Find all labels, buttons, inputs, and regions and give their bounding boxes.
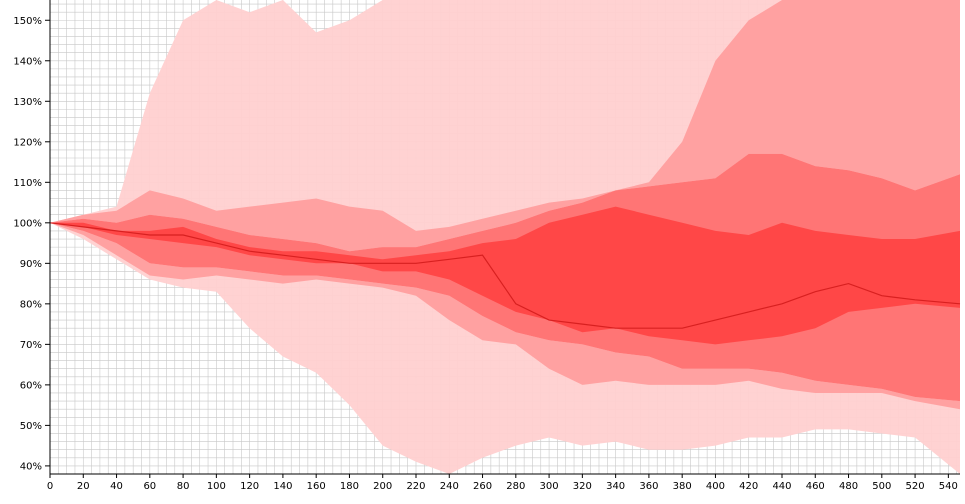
- y-tick-label: 80%: [20, 299, 42, 310]
- x-tick-label: 520: [906, 481, 925, 492]
- y-axis: 40% 50% 60% 70% 80% 90% 100% 110% 120% 130% 140% 15…: [13, 16, 50, 472]
- x-axis: 0 20 40 60 80 100 120 140 160 180 200 220 240 260 280 3…: [47, 474, 958, 492]
- x-tick-label: 340: [606, 481, 625, 492]
- x-tick-label: 300: [540, 481, 559, 492]
- y-tick-label: 130%: [13, 97, 42, 108]
- band-mid: [50, 0, 960, 252]
- x-tick-label: 20: [77, 481, 90, 492]
- y-tick-label: 40%: [20, 461, 42, 472]
- y-tick-label: 90%: [20, 259, 42, 270]
- x-tick-label: 500: [872, 481, 891, 492]
- band-mid: [50, 222, 960, 410]
- x-tick-label: 380: [673, 481, 692, 492]
- y-tick-label: 100%: [13, 218, 42, 229]
- x-tick-label: 160: [307, 481, 326, 492]
- x-tick-label: 400: [706, 481, 725, 492]
- x-tick-label: 480: [839, 481, 858, 492]
- x-tick-label: 440: [772, 481, 791, 492]
- y-tick-label: 110%: [13, 178, 42, 189]
- x-tick-label: 140: [273, 481, 292, 492]
- y-tick-label: 70%: [20, 340, 42, 351]
- x-tick-label: 420: [739, 481, 758, 492]
- x-tick-label: 280: [506, 481, 525, 492]
- median-lines: [49, 222, 961, 329]
- x-tick-label: 0: [47, 481, 53, 492]
- band-core: [50, 206, 960, 345]
- y-tick-label: 140%: [13, 56, 42, 67]
- x-tick-label: 240: [440, 481, 459, 492]
- x-tick-label: 320: [573, 481, 592, 492]
- y-tick-label: 120%: [13, 137, 42, 148]
- x-tick-label: 260: [473, 481, 492, 492]
- x-tick-label: 180: [340, 481, 359, 492]
- x-tick-label: 200: [373, 481, 392, 492]
- x-tick-label: 360: [639, 481, 658, 492]
- x-tick-label: 540: [939, 481, 958, 492]
- y-tick-label: 60%: [20, 380, 42, 391]
- x-tick-label: 120: [240, 481, 259, 492]
- y-tick-label: 50%: [20, 421, 42, 432]
- y-tick-label: 150%: [13, 16, 42, 27]
- x-tick-label: 100: [207, 481, 226, 492]
- x-tick-label: 60: [143, 481, 156, 492]
- series-line: [49, 222, 961, 329]
- confidence-bands: [50, 0, 960, 474]
- x-tick-label: 80: [177, 481, 190, 492]
- x-tick-label: 40: [110, 481, 123, 492]
- x-tick-label: 460: [806, 481, 825, 492]
- x-tick-label: 220: [406, 481, 425, 492]
